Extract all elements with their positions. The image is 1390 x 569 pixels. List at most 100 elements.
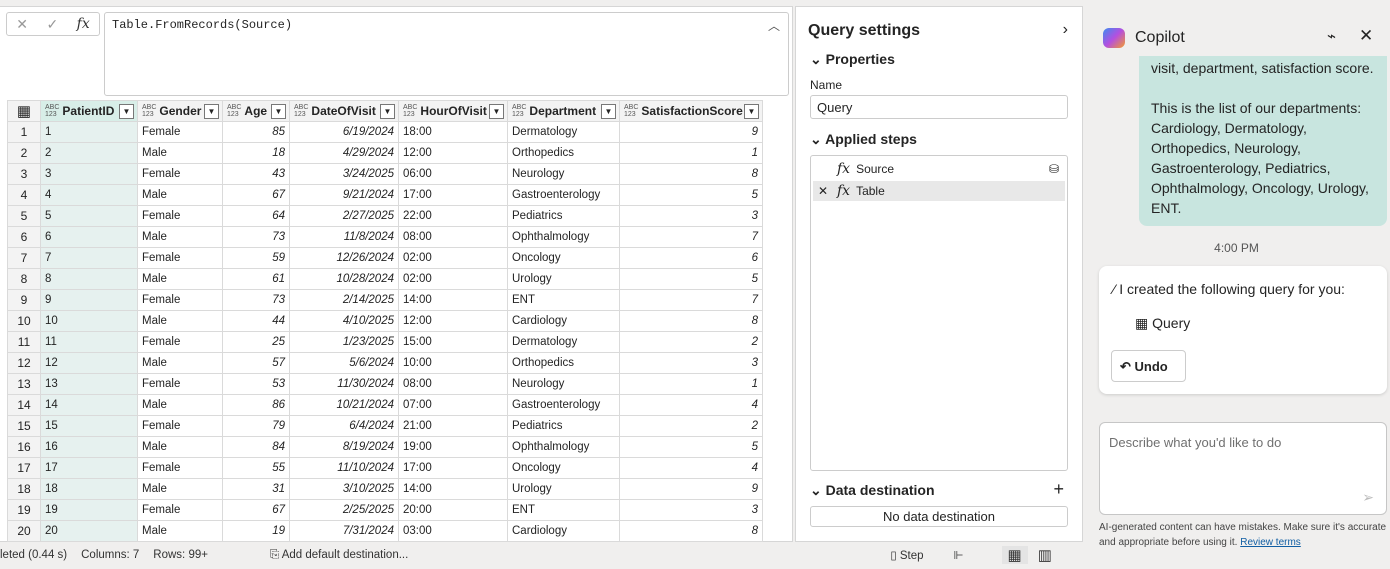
cell[interactable]: 10/21/2024	[289, 394, 399, 416]
filter-dropdown-icon[interactable]: ▼	[119, 104, 134, 119]
clear-chat-icon[interactable]: ⌁	[1327, 28, 1337, 45]
cell[interactable]: Female	[137, 499, 223, 521]
cell[interactable]: 11	[40, 331, 138, 353]
cell[interactable]: Dermatology	[507, 331, 620, 353]
cell[interactable]: 11/30/2024	[289, 373, 399, 395]
cell[interactable]: 08:00	[398, 226, 508, 248]
filter-dropdown-icon[interactable]: ▼	[204, 104, 219, 119]
cell[interactable]: 17:00	[398, 457, 508, 479]
cell[interactable]: Female	[137, 457, 223, 479]
cell[interactable]: 2	[619, 415, 763, 437]
cell[interactable]: 79	[222, 415, 290, 437]
cell[interactable]: 9	[619, 121, 763, 143]
cell[interactable]: 3/10/2025	[289, 478, 399, 500]
cell[interactable]: 6/19/2024	[289, 121, 399, 143]
cell[interactable]: 6/4/2024	[289, 415, 399, 437]
cell[interactable]: 3	[619, 499, 763, 521]
cell[interactable]: 7	[619, 289, 763, 311]
cell[interactable]: 5/6/2024	[289, 352, 399, 374]
cell[interactable]: 5	[619, 436, 763, 458]
properties-section[interactable]: ⌄ Properties	[810, 51, 895, 67]
cell[interactable]: 12/26/2024	[289, 247, 399, 269]
fx-icon[interactable]: fx	[76, 16, 90, 32]
delete-step-icon[interactable]: ✕	[818, 184, 829, 198]
cell[interactable]: 12:00	[398, 142, 508, 164]
row-number[interactable]: 15	[7, 415, 41, 437]
cell[interactable]: Urology	[507, 268, 620, 290]
cell[interactable]: 4/29/2024	[289, 142, 399, 164]
cell[interactable]: 9	[619, 478, 763, 500]
cell[interactable]: 19	[40, 499, 138, 521]
cell[interactable]: Male	[137, 394, 223, 416]
chevron-right-icon[interactable]: ›	[1062, 21, 1068, 38]
cell[interactable]: 11/8/2024	[289, 226, 399, 248]
cell[interactable]: 1/23/2025	[289, 331, 399, 353]
cell[interactable]: 13	[40, 373, 138, 395]
cell[interactable]: 19	[222, 520, 290, 542]
cell[interactable]: 12:00	[398, 310, 508, 332]
cell[interactable]: 67	[222, 184, 290, 206]
name-field[interactable]: Query	[810, 95, 1068, 119]
cell[interactable]: 21:00	[398, 415, 508, 437]
cell[interactable]: 02:00	[398, 268, 508, 290]
cell[interactable]: Female	[137, 247, 223, 269]
add-destination-button[interactable]: ⎘ Add default destination...	[269, 548, 409, 561]
cell[interactable]: 4	[40, 184, 138, 206]
cell[interactable]: 4	[619, 457, 763, 479]
send-icon[interactable]: ➢	[1362, 489, 1374, 505]
cell[interactable]: 55	[222, 457, 290, 479]
row-number[interactable]: 5	[7, 205, 41, 227]
cell[interactable]: 6	[619, 247, 763, 269]
cell[interactable]: 1	[619, 373, 763, 395]
cell[interactable]: 2/14/2025	[289, 289, 399, 311]
cell[interactable]: 1	[40, 121, 138, 143]
cell[interactable]: Urology	[507, 478, 620, 500]
row-number[interactable]: 18	[7, 478, 41, 500]
undo-button[interactable]: ↶ Undo	[1111, 350, 1186, 382]
cell[interactable]: 7	[40, 247, 138, 269]
filter-dropdown-icon[interactable]: ▼	[271, 104, 286, 119]
cell[interactable]: Male	[137, 436, 223, 458]
column-header-hourofvisit[interactable]: ABC 123 HourOfVisit ▼	[398, 100, 508, 122]
cell[interactable]: 7/31/2024	[289, 520, 399, 542]
cell[interactable]: 18	[40, 478, 138, 500]
cell[interactable]: 2	[40, 142, 138, 164]
column-header-satisfactionscore[interactable]: ABC 123 SatisfactionScore ▼	[619, 100, 763, 122]
row-number[interactable]: 13	[7, 373, 41, 395]
row-number[interactable]: 6	[7, 226, 41, 248]
cell[interactable]: 3	[619, 352, 763, 374]
cell[interactable]: 1	[619, 142, 763, 164]
cell[interactable]: 10:00	[398, 352, 508, 374]
row-number[interactable]: 10	[7, 310, 41, 332]
cell[interactable]: 4	[619, 394, 763, 416]
cell[interactable]: Orthopedics	[507, 352, 620, 374]
cell[interactable]: 10	[40, 310, 138, 332]
cell[interactable]: Orthopedics	[507, 142, 620, 164]
cell[interactable]: Male	[137, 226, 223, 248]
cell[interactable]: Cardiology	[507, 310, 620, 332]
cell[interactable]: Oncology	[507, 247, 620, 269]
cell[interactable]: Female	[137, 163, 223, 185]
cell[interactable]: 5	[619, 268, 763, 290]
step-button[interactable]: ▯ Step	[890, 550, 924, 562]
cell[interactable]: Pediatrics	[507, 205, 620, 227]
prompt-input[interactable]: Describe what you'd like to do ➢	[1099, 422, 1387, 515]
review-terms-link[interactable]: Review terms	[1240, 537, 1301, 548]
filter-dropdown-icon[interactable]: ▼	[380, 104, 395, 119]
cell[interactable]: 17	[40, 457, 138, 479]
table-view-icon[interactable]: ▦	[1001, 546, 1028, 564]
cell[interactable]: 67	[222, 499, 290, 521]
cell[interactable]: 07:00	[398, 394, 508, 416]
cell[interactable]: 5	[619, 184, 763, 206]
cell[interactable]: 2	[619, 331, 763, 353]
cell[interactable]: 3	[619, 205, 763, 227]
cell[interactable]: 4/10/2025	[289, 310, 399, 332]
cell[interactable]: 9/21/2024	[289, 184, 399, 206]
diagram-view-icon[interactable]: ⊩	[953, 550, 964, 562]
cell[interactable]: Female	[137, 331, 223, 353]
step-table[interactable]: ✕ fx Table	[813, 181, 1065, 201]
filter-dropdown-icon[interactable]: ▼	[601, 104, 616, 119]
cell[interactable]: 8	[619, 163, 763, 185]
cell[interactable]: Male	[137, 184, 223, 206]
cell[interactable]: 59	[222, 247, 290, 269]
